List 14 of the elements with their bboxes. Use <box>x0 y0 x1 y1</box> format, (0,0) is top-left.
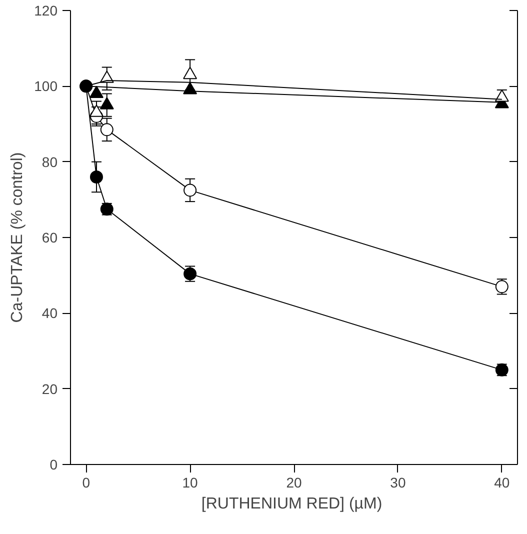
y-tick-label: 0 <box>50 456 58 472</box>
y-tick-label: 60 <box>42 230 58 246</box>
x-tick-label: 10 <box>182 474 198 490</box>
y-tick-label: 20 <box>42 380 58 397</box>
y-tick-label: 80 <box>42 154 58 170</box>
y-tick-label: 40 <box>42 305 58 322</box>
x-tick-label: 40 <box>494 474 510 490</box>
y-tick-label: 120 <box>34 2 58 18</box>
x-tick-label: 30 <box>390 474 406 490</box>
y-tick-label: 100 <box>34 78 58 94</box>
x-tick-label: 0 <box>82 474 90 490</box>
x-axis-title: [RUTHENIUM RED] (µM) <box>201 496 382 512</box>
x-tick-label: 20 <box>286 474 302 490</box>
y-axis-title: Ca-UPTAKE (% control) <box>9 152 26 323</box>
